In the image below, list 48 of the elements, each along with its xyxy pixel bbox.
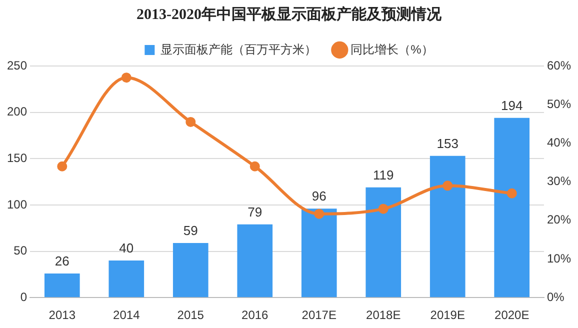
y-tick-label: 0 [20,290,28,304]
data-label: 96 [312,188,326,204]
bar [366,187,402,298]
y-tick-label: 250 [6,58,28,72]
x-tick-label: 2017E [302,308,336,322]
point [250,161,260,172]
point [57,161,68,172]
y2-tick-label: 60% [546,58,572,72]
y2-tick-label: 30% [546,174,572,188]
y-tick-label: 100 [6,197,28,212]
data-label: 153 [436,136,458,151]
data-label: 119 [373,167,394,182]
legend-label: 同比增长（%） [350,42,434,56]
data-label: 79 [248,204,262,220]
data-label: 40 [119,240,134,256]
x-tick-label: 2015 [177,308,204,322]
x-tick-label: 2018E [366,308,401,322]
y2-tick-label: 20% [546,212,572,227]
bar [172,242,208,298]
x-tick-label: 2013 [48,308,76,322]
bar [237,224,273,298]
bar [44,274,80,298]
y2-tick-label: 0% [546,290,565,304]
point [121,72,132,83]
x-tick-label: 2014 [113,308,140,322]
x-tick-label: 2016 [242,308,269,322]
data-label: 59 [183,223,198,238]
point [506,188,517,198]
data-label: 26 [54,254,70,269]
y2-tick-label: 40% [546,136,572,150]
bar [430,156,466,298]
bar [494,118,530,298]
y-tick-label: 200 [6,104,28,119]
y2-tick-label: 50% [546,96,572,111]
point [186,116,196,127]
x-tick-label: 2019E [430,308,465,322]
y-tick-label: 150 [6,150,28,165]
data-label: 194 [501,98,523,113]
bar [108,260,144,298]
chart-title: 2013-2020年中国平板显示面板产能及预测情况 [136,6,442,23]
y-tick-label: 50 [14,244,28,258]
legend-label: 显示面板产能（百万平方米） [160,42,317,56]
point [314,208,324,219]
x-tick-label: 2020E [494,308,530,322]
point [378,204,388,214]
bar [301,208,337,298]
point [442,180,453,191]
y2-tick-label: 10% [546,251,572,266]
